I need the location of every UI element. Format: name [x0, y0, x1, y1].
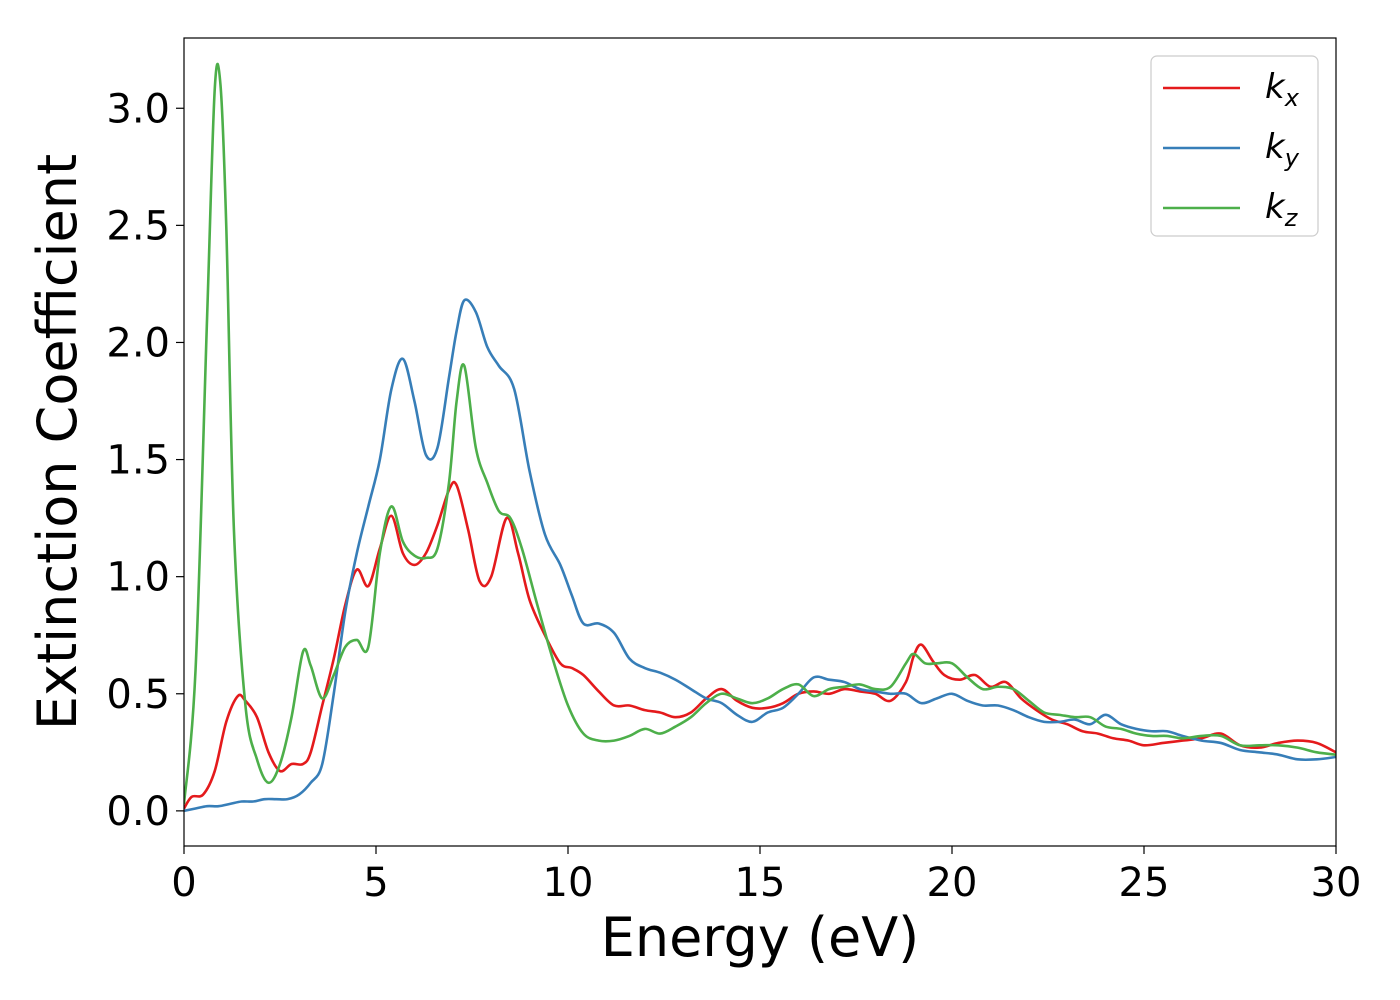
x-tick-label: 15 — [735, 860, 786, 906]
y-tick-label: 0.0 — [106, 789, 170, 835]
x-tick-label: 25 — [1119, 860, 1170, 906]
legend-label-subscript: x — [1284, 84, 1300, 112]
y-tick-label: 2.5 — [106, 203, 170, 249]
x-tick-label: 30 — [1311, 860, 1362, 906]
y-tick-label: 0.5 — [106, 672, 170, 718]
series-line-z — [184, 62, 1336, 804]
y-tick-label: 1.0 — [106, 555, 170, 601]
series-line-x — [184, 480, 1336, 810]
y-axis-ticks: 0.0 0.5 1.0 1.5 2.0 2.5 3.0 — [106, 86, 184, 835]
y-axis-title: Extinction Coefficient — [26, 154, 89, 730]
series-line-y — [184, 298, 1336, 813]
legend-box — [1150, 55, 1319, 237]
legend-label-z: kz — [1265, 187, 1299, 232]
x-axis-ticks: 0 5 10 15 20 25 30 — [171, 846, 1361, 906]
legend-label-y: ky — [1265, 127, 1300, 172]
y-tick-label: 2.0 — [106, 320, 170, 366]
legend-label-main: k — [1265, 127, 1286, 167]
series-layer — [184, 62, 1336, 813]
x-tick-label: 10 — [543, 860, 594, 906]
legend-label-main: k — [1265, 187, 1286, 227]
y-tick-label: 3.0 — [106, 86, 170, 132]
legend-label-subscript: y — [1284, 144, 1300, 172]
legend-label-x: kx — [1265, 67, 1300, 112]
x-tick-label: 20 — [927, 860, 978, 906]
x-axis-title: Energy (eV) — [601, 906, 920, 969]
x-tick-label: 0 — [171, 860, 196, 906]
y-tick-label: 1.5 — [106, 438, 170, 484]
legend-label-main: k — [1265, 67, 1286, 107]
x-tick-label: 5 — [363, 860, 388, 906]
legend-label-subscript: z — [1284, 204, 1299, 232]
